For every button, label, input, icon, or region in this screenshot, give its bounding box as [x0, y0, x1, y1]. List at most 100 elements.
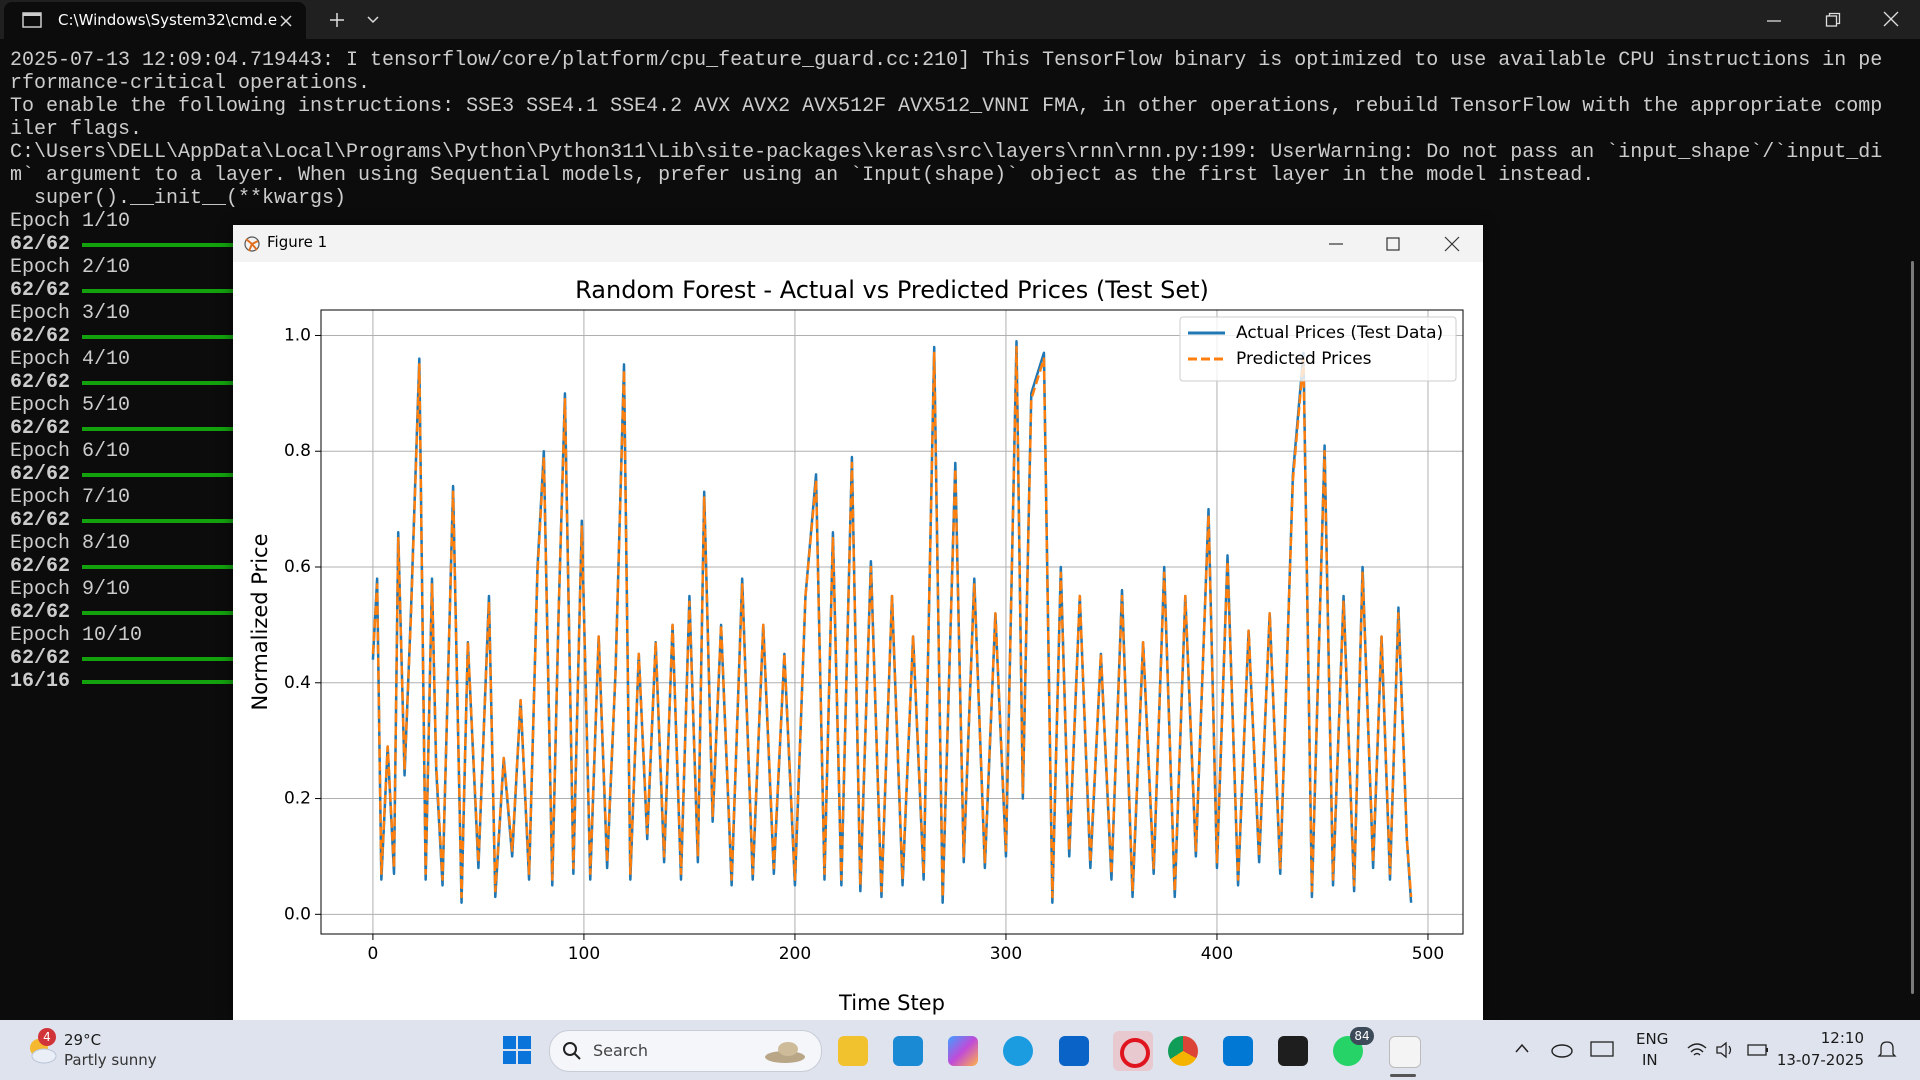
chrome[interactable]	[1168, 1036, 1198, 1066]
x-tick-label: 100	[568, 944, 600, 964]
epoch-line: Epoch 9/10	[10, 578, 131, 601]
log-line: rformance-critical operations.	[10, 72, 371, 95]
terminal-tab[interactable]: C:\Windows\System32\cmd.e	[4, 2, 306, 39]
epoch-line: Epoch 2/10	[10, 256, 131, 279]
epoch-line: Epoch 7/10	[10, 486, 131, 509]
figure-window: Figure 1 Random Forest - Actual vs Predi…	[233, 225, 1483, 1020]
tab-title: C:\Windows\System32\cmd.e	[58, 11, 278, 29]
x-axis-label: Time Step	[838, 991, 945, 1015]
whatsapp-badge: 84	[1350, 1027, 1374, 1045]
x-tick-label: 400	[1201, 944, 1233, 964]
legend-label: Predicted Prices	[1236, 349, 1372, 369]
epoch-line: Epoch 1/10	[10, 210, 131, 233]
weather-badge: 4	[38, 1028, 56, 1046]
step-count: 62/62	[10, 647, 71, 670]
x-tick-label: 300	[990, 944, 1022, 964]
battery[interactable]	[1746, 1041, 1770, 1059]
y-tick-label: 0.0	[284, 904, 311, 924]
python-figure[interactable]	[1389, 1036, 1421, 1068]
search-box[interactable]: Search	[549, 1030, 822, 1072]
log-line: C:\Users\DELL\AppData\Local\Programs\Pyt…	[10, 141, 1883, 164]
chart: Random Forest - Actual vs Predicted Pric…	[248, 276, 1464, 1015]
scrollbar[interactable]	[1911, 261, 1914, 994]
weather-condition: Partly sunny	[64, 1051, 157, 1069]
tab-icon	[22, 12, 42, 28]
file-explorer[interactable]	[838, 1036, 868, 1066]
search-highlight	[765, 1042, 805, 1063]
clock-time[interactable]: 12:10	[1820, 1029, 1864, 1047]
epoch-line: Epoch 5/10	[10, 394, 131, 417]
keyboard[interactable]	[1590, 1040, 1614, 1058]
tab-bar: C:\Windows\System32\cmd.e	[0, 0, 1920, 39]
figure-close[interactable]	[1444, 236, 1460, 252]
y-tick-label: 0.6	[284, 557, 311, 577]
step-count: 62/62	[10, 509, 71, 532]
edge[interactable]	[1003, 1036, 1033, 1066]
epoch-line: Epoch 6/10	[10, 440, 131, 463]
step-count: 62/62	[10, 463, 71, 486]
terminal[interactable]	[1278, 1036, 1308, 1066]
taskbar: 4 29°C Partly sunny Search 84 ENG IN 12:…	[0, 1020, 1920, 1080]
epoch-line: Epoch 4/10	[10, 348, 131, 371]
copilot[interactable]	[948, 1036, 978, 1066]
log-line: iler flags.	[10, 118, 143, 141]
step-count: 62/62	[10, 601, 71, 624]
y-tick-label: 0.8	[284, 441, 311, 461]
tray-chevron[interactable]	[1514, 1042, 1530, 1054]
axes-frame	[320, 309, 1464, 935]
temperature: 29°C	[64, 1031, 102, 1049]
language[interactable]: ENG	[1636, 1030, 1669, 1048]
restore[interactable]	[1825, 12, 1841, 28]
skype[interactable]	[893, 1036, 923, 1066]
volume[interactable]	[1715, 1040, 1737, 1060]
search-placeholder: Search	[593, 1041, 648, 1060]
step-count: 62/62	[10, 371, 71, 394]
step-count: 62/62	[10, 417, 71, 440]
step-count: 62/62	[10, 325, 71, 348]
tab-close[interactable]	[279, 14, 293, 28]
figure-title: Figure 1	[267, 233, 328, 251]
y-tick-label: 0.2	[284, 789, 311, 809]
y-tick-label: 1.0	[284, 325, 311, 345]
start-button[interactable]	[502, 1035, 532, 1065]
x-tick-label: 500	[1412, 944, 1444, 964]
step-count: 16/16	[10, 670, 71, 693]
log-line: To enable the following instructions: SS…	[10, 95, 1883, 118]
active-indicator	[1390, 1074, 1416, 1077]
log-line: super().__init__(**kwargs)	[10, 187, 347, 210]
legend-label: Actual Prices (Test Data)	[1236, 323, 1443, 343]
y-axis-label: Normalized Price	[248, 534, 272, 711]
close[interactable]	[1883, 11, 1899, 27]
legend-box	[1179, 316, 1457, 382]
log-line: m` argument to a layer. When using Seque…	[10, 164, 1595, 187]
outlook[interactable]	[1059, 1036, 1089, 1066]
region: IN	[1642, 1051, 1658, 1069]
plot-area	[371, 340, 1413, 904]
epoch-line: Epoch 3/10	[10, 302, 131, 325]
figure-minimize[interactable]	[1328, 236, 1344, 252]
new-tab[interactable]	[329, 12, 345, 28]
x-tick-label: 200	[779, 944, 811, 964]
clock-date: 13-07-2025	[1776, 1051, 1864, 1069]
wifi[interactable]	[1686, 1040, 1708, 1060]
epoch-line: Epoch 10/10	[10, 624, 143, 647]
figure-maximize[interactable]	[1385, 236, 1401, 252]
onedrive[interactable]	[1550, 1040, 1574, 1058]
figure-titlebar: Figure 1	[233, 225, 1483, 262]
opera	[1120, 1038, 1150, 1068]
figure-icon	[244, 236, 260, 252]
series-line	[371, 345, 1413, 899]
opera-tile[interactable]	[1113, 1031, 1153, 1071]
notifications[interactable]	[1877, 1039, 1897, 1061]
step-count: 62/62	[10, 233, 71, 256]
step-count: 62/62	[10, 279, 71, 302]
minimize[interactable]	[1766, 12, 1782, 28]
step-count: 62/62	[10, 555, 71, 578]
epoch-line: Epoch 8/10	[10, 532, 131, 555]
log-line: 2025-07-13 12:09:04.719443: I tensorflow…	[10, 49, 1883, 72]
x-tick-label: 0	[367, 944, 378, 964]
y-tick-label: 0.4	[284, 673, 311, 693]
tab-dropdown[interactable]	[366, 15, 380, 25]
vs-code[interactable]	[1223, 1036, 1253, 1066]
